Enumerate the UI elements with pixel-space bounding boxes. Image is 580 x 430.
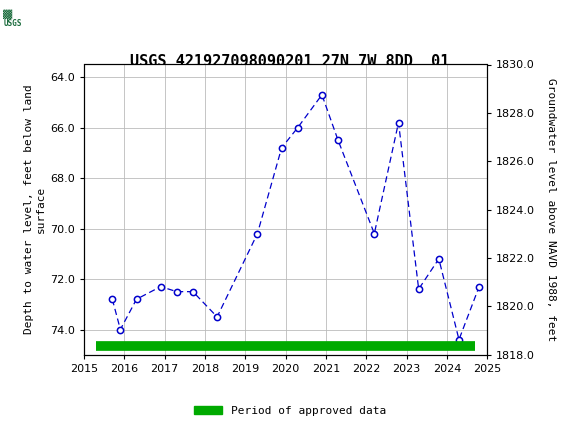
Text: USGS 421927098090201 27N 7W 8DD  01: USGS 421927098090201 27N 7W 8DD 01 xyxy=(130,54,450,68)
Text: USGS: USGS xyxy=(52,10,103,28)
Text: ▓▓
USGS: ▓▓ USGS xyxy=(3,10,22,28)
Y-axis label: Depth to water level, feet below land
surface: Depth to water level, feet below land su… xyxy=(24,85,46,335)
Bar xyxy=(3,3,46,35)
Legend: Period of approved data: Period of approved data xyxy=(190,401,390,420)
Y-axis label: Groundwater level above NAVD 1988, feet: Groundwater level above NAVD 1988, feet xyxy=(546,78,556,341)
